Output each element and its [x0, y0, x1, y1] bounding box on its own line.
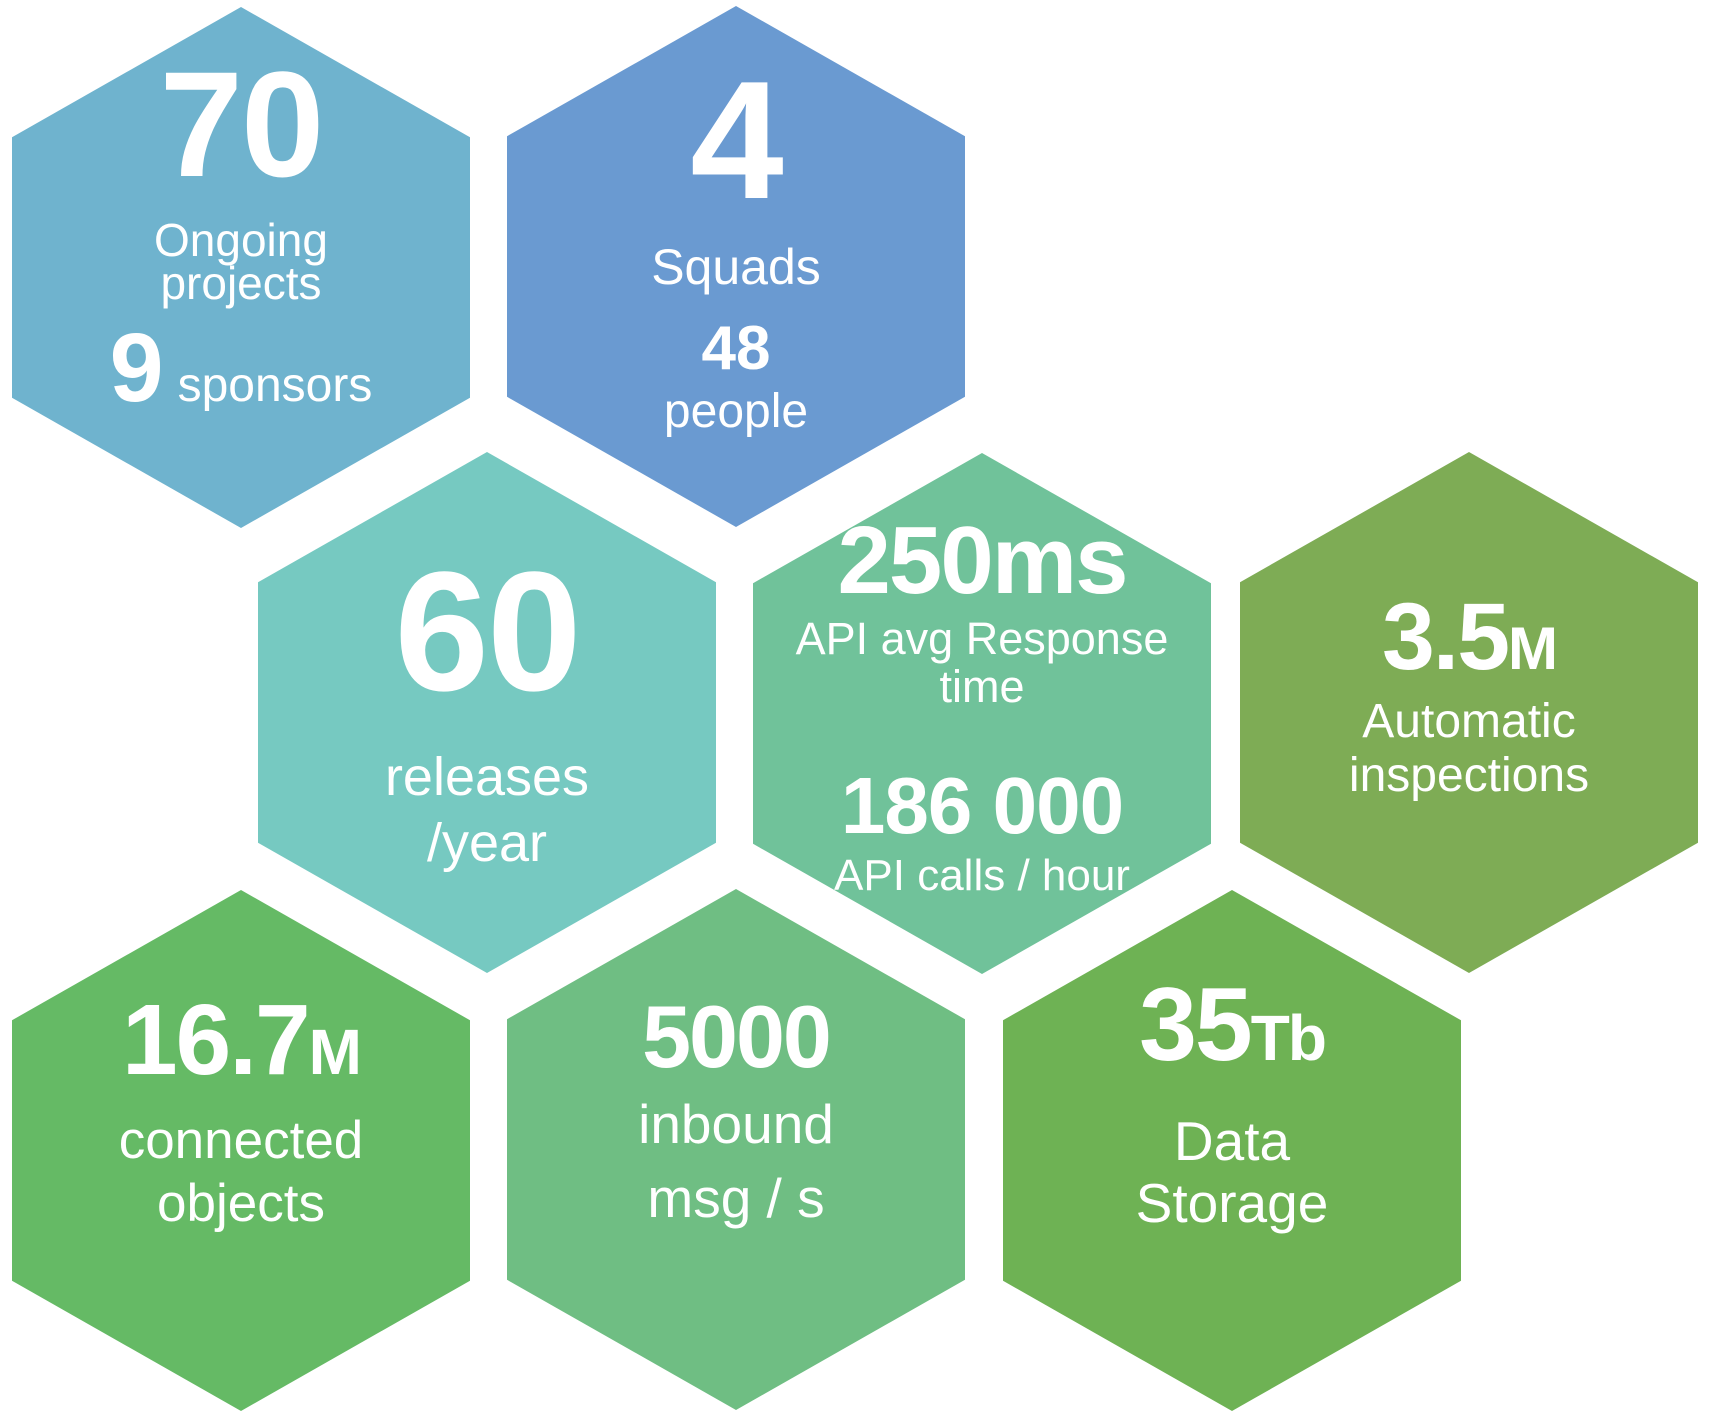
squads-count: 4	[690, 46, 783, 234]
api-calls-label: API calls / hour	[834, 851, 1130, 901]
api-calls-count: 186 000	[840, 761, 1124, 851]
hexagon-data-storage: 35 Tb Data Storage	[1003, 890, 1461, 1411]
connected-objects-label: connected objects	[119, 1110, 364, 1235]
inspections-count: 3.5	[1381, 584, 1510, 690]
data-storage-label-line2: Storage	[1135, 1171, 1329, 1234]
ongoing-projects-label-line2: projects	[160, 257, 322, 310]
hexagon-squads: 4 Squads 48 people	[507, 6, 965, 527]
api-response-label-line2: time	[939, 660, 1025, 712]
sponsors-label: sponsors	[177, 359, 373, 413]
api-response-label: API avg Response time	[796, 615, 1169, 710]
inspections-label-line1: Automatic	[1362, 695, 1576, 748]
inbound-messages-label-line1: inbound	[638, 1093, 834, 1155]
inspections-label: Automatic inspections	[1349, 695, 1589, 803]
connected-objects-label-line1: connected	[118, 1111, 364, 1170]
connected-objects-count: 16.7	[122, 984, 311, 1096]
sponsors-count: 9	[109, 313, 164, 423]
hexagon-ongoing-projects: 70 Ongoing projects 9 sponsors	[12, 7, 470, 528]
connected-objects-count-row: 16.7 M	[122, 984, 362, 1096]
connected-objects-count-unit: M	[308, 1016, 362, 1088]
api-response-time: 250ms	[837, 507, 1129, 614]
connected-objects-label-line2: objects	[157, 1173, 325, 1233]
ongoing-projects-label-line1: Ongoing	[154, 214, 328, 266]
data-storage-label: Data Storage	[1135, 1110, 1329, 1234]
releases-label-line1: releases	[384, 747, 590, 807]
releases-label-line2: /year	[426, 812, 548, 873]
inbound-messages-label-line2: msg / s	[647, 1167, 825, 1230]
hexagon-releases: 60 releases /year	[258, 452, 716, 973]
ongoing-projects-label: Ongoing projects	[154, 217, 328, 306]
inspections-count-unit: M	[1508, 615, 1558, 682]
data-storage-count-unit: Tb	[1250, 1002, 1327, 1074]
squads-label: Squads	[651, 239, 821, 295]
hexagon-connected-objects: 16.7 M connected objects	[12, 890, 470, 1411]
inbound-messages-label: inbound msg / s	[638, 1087, 834, 1236]
hexagon-automatic-inspections: 3.5 M Automatic inspections	[1240, 452, 1698, 973]
ongoing-projects-count: 70	[159, 40, 325, 208]
releases-count: 60	[394, 537, 581, 727]
data-storage-count: 35	[1139, 967, 1253, 1083]
hexagon-inbound-messages: 5000 inbound msg / s	[507, 889, 965, 1410]
hexagon-api-performance: 250ms API avg Response time 186 000 API …	[753, 453, 1211, 974]
releases-label: releases /year	[385, 745, 589, 877]
inbound-messages-count: 5000	[642, 987, 832, 1086]
inspections-label-line2: inspections	[1348, 748, 1590, 802]
data-storage-label-line1: Data	[1173, 1110, 1291, 1172]
inspections-count-row: 3.5 M	[1381, 584, 1558, 690]
api-response-label-line1: API avg Response	[795, 613, 1169, 664]
data-storage-count-row: 35 Tb	[1139, 967, 1327, 1083]
people-count: 48	[701, 314, 771, 383]
people-label: people	[663, 385, 809, 438]
sponsors-row: 9 sponsors	[110, 319, 373, 416]
